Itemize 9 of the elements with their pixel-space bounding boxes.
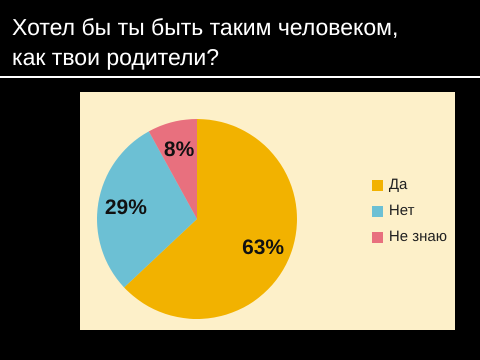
legend-label: Не знаю bbox=[388, 227, 447, 247]
legend-label: Нет bbox=[388, 201, 414, 221]
data-label: 29% bbox=[104, 196, 148, 220]
legend-label: Да bbox=[388, 175, 408, 195]
pie-slice bbox=[97, 131, 197, 288]
data-label: 63% bbox=[242, 236, 284, 260]
data-label: 8% bbox=[164, 138, 195, 161]
chart-title: Хотел бы ты быть таким человеком, как твои родители? bbox=[12, 13, 400, 72]
pie-slice bbox=[148, 119, 197, 219]
